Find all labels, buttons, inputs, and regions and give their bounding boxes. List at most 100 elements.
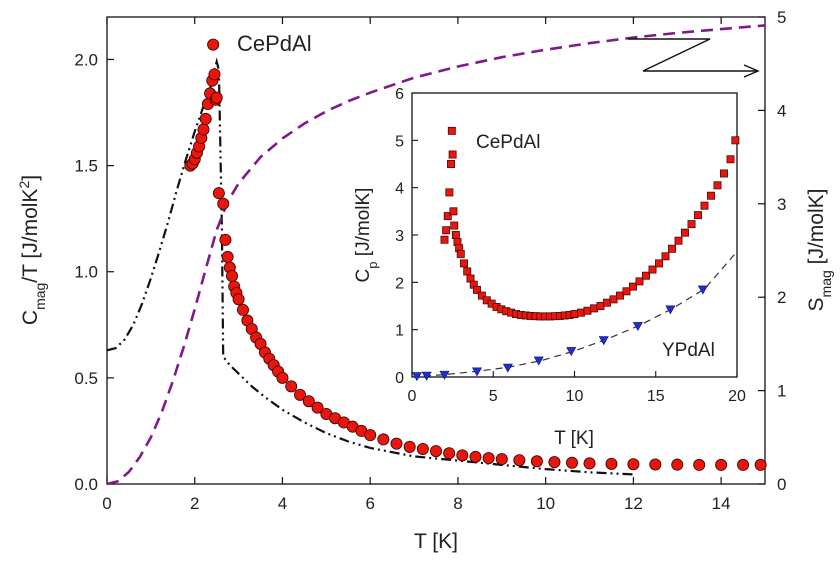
data-point: [236, 303, 249, 316]
inset-x-tick-label: 20: [728, 388, 746, 405]
data-point: [197, 123, 210, 136]
main-series: [106, 24, 767, 486]
inset-ce-point: [622, 287, 631, 296]
main-right-ticks: 0 1 2 3 4 5: [758, 8, 786, 494]
inset-y-point: [502, 363, 513, 373]
inset-y-axis-label: Cp [J/molK]: [353, 188, 380, 283]
data-point: [469, 450, 482, 463]
inset-ce-point: [577, 308, 585, 317]
data-point: [377, 433, 390, 446]
inset-x-tick-label: 0: [408, 388, 417, 405]
data-point: [754, 458, 767, 471]
inset-ce-point: [570, 310, 579, 318]
data-point: [403, 440, 416, 453]
x-tick-label: 0: [102, 494, 111, 513]
inset-y-point: [533, 356, 544, 366]
data-point: [217, 197, 230, 210]
inset-ce-point: [463, 267, 472, 276]
inset-ce-point: [448, 150, 457, 159]
y-left-tick-label: 1.5: [74, 157, 98, 176]
inset-series: [411, 126, 740, 382]
inset-y-point: [697, 285, 708, 295]
y-left-tick-label: 1.0: [74, 263, 98, 282]
inset-ce-point: [681, 228, 689, 237]
inset-ce-point: [440, 235, 449, 244]
main-x-axis-label: T [K]: [414, 530, 458, 553]
data-point: [715, 458, 728, 471]
entropy-line: [106, 24, 766, 486]
inset-ce-point: [642, 271, 650, 280]
data-point: [294, 388, 307, 401]
data-point: [212, 187, 225, 200]
x-tick-label: 12: [624, 494, 643, 513]
inset-ce-point: [443, 212, 452, 221]
data-point: [443, 447, 456, 460]
inset-ce-point: [713, 181, 722, 190]
inset-ce-point: [583, 306, 592, 315]
inset-ce-point: [731, 136, 740, 145]
main-annotation-cepdal: CePdAl: [237, 31, 312, 56]
data-point: [456, 449, 469, 462]
inset-ce-point: [590, 304, 598, 313]
inset-ce-point: [473, 285, 481, 294]
y-right-tick-label: 1: [777, 382, 786, 401]
y-right-tick-label: 4: [777, 101, 786, 120]
data-point: [210, 91, 223, 104]
data-point: [311, 401, 324, 414]
inset-y-point: [665, 305, 676, 315]
data-point: [548, 456, 561, 469]
inset-x-ticks: 0 5 10 15 20: [408, 371, 746, 405]
right-axis-arrow-head: [743, 64, 760, 78]
inset-ce-point: [655, 259, 663, 268]
inset-ce-point: [616, 291, 624, 300]
x-tick-label: 10: [536, 494, 555, 513]
data-point: [495, 453, 508, 466]
data-point: [671, 458, 684, 471]
inset-x-tick-label: 10: [566, 388, 584, 405]
inset-y-tick-label: 6: [395, 86, 404, 103]
inset-ce-point: [609, 295, 618, 304]
data-point: [583, 457, 596, 470]
inset-ce-point: [449, 207, 458, 216]
data-point: [513, 454, 526, 467]
data-point: [364, 429, 377, 442]
inset-y-point: [566, 347, 577, 357]
inset-x-tick-label: 5: [489, 388, 498, 405]
data-point: [737, 458, 750, 471]
inset-ce-point: [720, 169, 728, 178]
data-point: [693, 458, 706, 471]
main-left-ticks: 0.0 0.5 1.0 1.5 2.0: [74, 50, 114, 494]
inset-ce-point: [694, 211, 702, 220]
inset-ce-point: [674, 236, 683, 245]
y-left-tick-label: 0.5: [74, 369, 98, 388]
data-point: [285, 380, 298, 393]
y-left-tick-label: 0.0: [74, 475, 98, 494]
inset-ce-point: [450, 221, 459, 230]
inset-ce-point: [700, 201, 709, 210]
main-left-axis-label: Cmag/T [J/molK2]: [16, 175, 48, 325]
inset-y-tick-label: 0: [395, 370, 404, 387]
inset-ce-point: [442, 226, 451, 235]
data-point: [208, 68, 221, 81]
inset-annotation-ypdal: YPdAl: [662, 340, 715, 361]
right-axis-arrow: [628, 38, 757, 72]
inset-y-point: [632, 322, 643, 331]
data-point: [226, 269, 239, 282]
inset-y-tick-label: 3: [395, 228, 404, 245]
main-right-axis-label: Smag [J/molK]: [805, 189, 834, 312]
y-right-tick-label: 3: [777, 195, 786, 214]
model-line: [106, 57, 634, 476]
inset-ce-point: [596, 302, 605, 310]
inset-x-tick-label: 15: [647, 388, 665, 405]
data-point: [482, 452, 495, 465]
inset-ce-point: [460, 259, 468, 268]
inset-ce-point: [477, 291, 486, 300]
inset-ce-point: [447, 126, 456, 135]
inset-ce-point: [707, 191, 715, 200]
inset-annotation-cepdal: CePdAl: [476, 132, 540, 153]
x-tick-label: 4: [278, 494, 287, 513]
data-point: [221, 250, 234, 263]
inset-y-point: [439, 370, 450, 380]
inset-ce-point: [451, 231, 460, 239]
